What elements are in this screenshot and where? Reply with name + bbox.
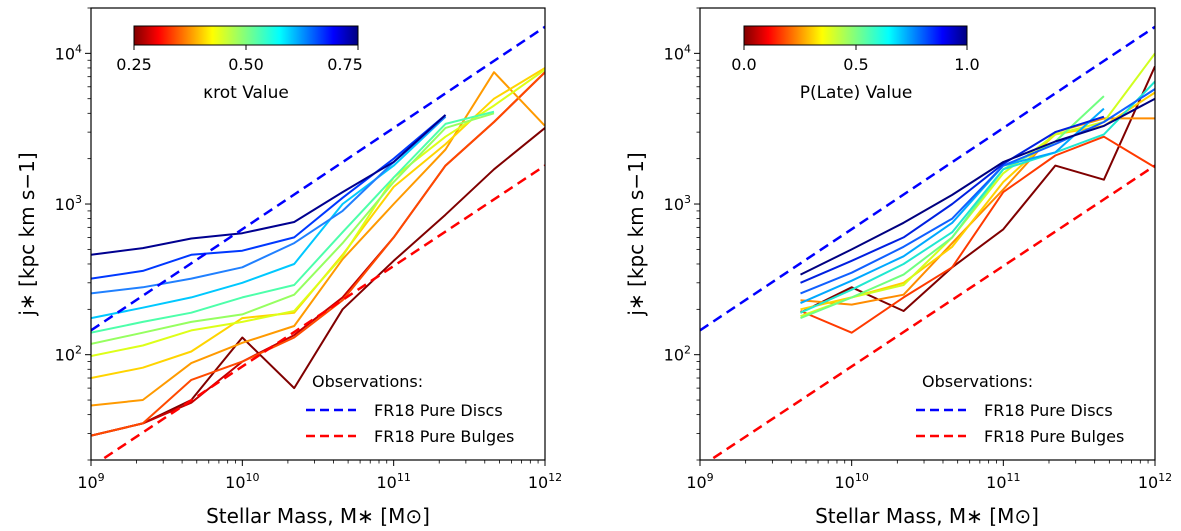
x-tick-label: 1010: [225, 471, 259, 492]
left-colorbar-tick-label: 0.25: [116, 55, 152, 74]
x-tick-label: 109: [686, 471, 713, 492]
right-colorbar-tick-label: 0.0: [731, 55, 756, 74]
series-line-6: [91, 113, 494, 344]
x-tick-label: 1010: [834, 471, 868, 492]
right-colorbar-label: P(Late) Value: [800, 83, 913, 103]
left-panel: 109 1010 1011 1012 102 103 104 Stellar Mass, M…: [15, 8, 562, 528]
series-line-5: [91, 70, 545, 356]
x-tick-label: 1011: [376, 471, 410, 492]
left-legend-bulge-label: FR18 Pure Bulges: [374, 427, 514, 446]
fr18-discs-line: [700, 27, 1155, 331]
series-line-10: [91, 115, 446, 279]
right-legend: Observations: FR18 Pure Discs FR18 Pure …: [916, 372, 1124, 446]
left-colorbar-label: κrot Value: [203, 83, 289, 103]
y-tick-label: 103: [55, 193, 82, 214]
right-colorbar-tick-label: 1.0: [954, 55, 979, 74]
series-line-4: [91, 68, 545, 378]
y-tick-label: 104: [664, 42, 691, 63]
x-tick-label: 1012: [1138, 471, 1172, 492]
right-colorbar-tick-label: 0.5: [843, 55, 868, 74]
right-legend-bulge-label: FR18 Pure Bulges: [984, 427, 1124, 446]
x-tick-label: 1011: [986, 471, 1020, 492]
right-y-axis-label: j∗ [kpc km s−1]: [624, 152, 648, 316]
x-tick-label: 1012: [528, 471, 562, 492]
left-colorbar-tick-label: 0.75: [327, 55, 363, 74]
series-line-6: [801, 82, 1156, 313]
left-legend-disc-label: FR18 Pure Discs: [374, 401, 503, 420]
right-colorbar: 0.0 0.5 1.0 P(Late) Value: [731, 26, 979, 103]
series-line-5: [801, 96, 1104, 318]
fr18-bulges-line: [91, 166, 545, 467]
left-x-axis-label: Stellar Mass, M∗ [M⊙]: [206, 504, 430, 528]
left-colorbar-gradient: [134, 26, 358, 45]
right-panel: 109 1010 1011 1012 102 103 104 Stellar Mass, M…: [624, 8, 1172, 528]
y-tick-label: 102: [55, 344, 82, 365]
left-colorbar-tick-label: 0.50: [228, 55, 264, 74]
right-x-axis-label: Stellar Mass, M∗ [M⊙]: [815, 504, 1039, 528]
right-legend-disc-label: FR18 Pure Discs: [984, 401, 1113, 420]
right-legend-title: Observations:: [922, 372, 1033, 391]
left-legend: Observations: FR18 Pure Discs FR18 Pure …: [306, 372, 514, 446]
left-colorbar: 0.25 0.50 0.75 κrot Value: [116, 26, 363, 103]
right-colorbar-gradient: [744, 26, 967, 45]
fr18-bulges-line: [700, 166, 1155, 467]
y-tick-label: 104: [55, 42, 82, 63]
series-line-0: [801, 66, 1156, 312]
y-tick-label: 103: [664, 193, 691, 214]
left-y-axis-label: j∗ [kpc km s−1]: [15, 152, 39, 316]
series-line-3: [91, 72, 545, 405]
left-legend-title: Observations:: [312, 372, 423, 391]
series-line-2: [801, 118, 1156, 304]
x-tick-label: 109: [77, 471, 104, 492]
y-tick-label: 102: [664, 344, 691, 365]
